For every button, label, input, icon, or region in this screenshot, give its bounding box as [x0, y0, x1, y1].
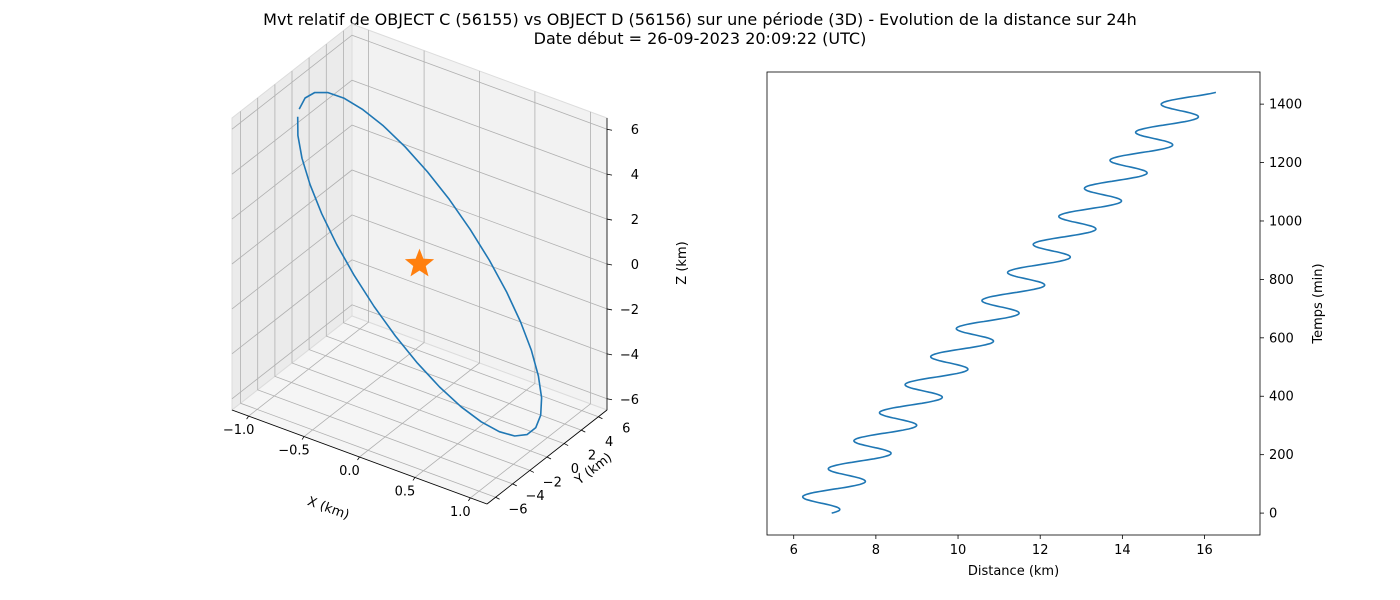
x-tick — [357, 456, 360, 461]
x-tick-label: 16 — [1196, 543, 1213, 558]
y-tick-label: 400 — [1269, 390, 1294, 405]
y-tick-label: 0 — [1269, 507, 1277, 522]
z-tick-label: 0 — [631, 258, 639, 273]
z-tick — [606, 218, 613, 221]
z-tick-label: 4 — [631, 168, 639, 183]
x-tick-label: 8 — [872, 543, 880, 558]
x-tick-label: 14 — [1114, 543, 1131, 558]
gridline-x — [248, 30, 370, 417]
gridline-x — [470, 111, 591, 499]
gridline-z — [231, 79, 608, 175]
gridline-y — [308, 57, 565, 444]
z-tick-label: −6 — [620, 393, 639, 408]
gridline-z — [231, 304, 608, 400]
x-tick — [301, 436, 305, 440]
y-axis-label: Temps (min) — [1311, 263, 1326, 344]
gridline-y — [291, 71, 548, 458]
y-tick — [529, 470, 535, 473]
y-tick-label: 2 — [588, 449, 596, 464]
plot-area — [766, 71, 1261, 536]
z-axis-label: Z (km) — [675, 241, 690, 284]
x-tick-label: 1.0 — [450, 505, 471, 520]
gridline-y — [325, 44, 582, 431]
x-tick — [246, 415, 249, 420]
y-tick-label: 6 — [622, 422, 630, 437]
z-tick — [606, 173, 613, 176]
x-tick-label: 0.5 — [395, 484, 416, 499]
y-tick — [512, 483, 517, 487]
y-tick-label: 0 — [571, 462, 579, 477]
gridline-z — [231, 214, 608, 310]
y-tick — [598, 416, 603, 420]
gridline-y — [342, 30, 599, 418]
x-tick-label: 6 — [790, 543, 798, 558]
z-tick — [606, 308, 613, 311]
y-tick-label: 4 — [605, 435, 613, 450]
chart-distance-vs-time: 6 8 10 12 14 16 0 200 400 600 800 1000 1200 1400 Dista… — [766, 71, 1326, 579]
x-tick-label: 0.0 — [339, 464, 360, 479]
gridline-z — [231, 259, 608, 355]
gridline-z — [231, 169, 608, 265]
y-tick — [546, 456, 552, 460]
z-tick-label: 6 — [631, 123, 639, 138]
figure-title: Mvt relatif de OBJECT C (56155) vs OBJEC… — [263, 10, 1137, 29]
y-tick — [495, 496, 500, 500]
gridline-y — [240, 111, 496, 498]
y-tick — [563, 443, 569, 446]
gridline-x — [359, 71, 480, 458]
y-tick-label: −4 — [526, 489, 545, 504]
x-tick — [412, 477, 416, 481]
gridline-y — [257, 97, 513, 485]
star-marker — [404, 248, 435, 277]
y-tick-label: −6 — [508, 502, 527, 517]
trajectory-line — [296, 91, 543, 437]
x-axis-label: Distance (km) — [968, 564, 1059, 579]
z-tick-label: −2 — [620, 303, 639, 318]
y-tick-label: 1000 — [1269, 214, 1302, 229]
y-tick-label: 200 — [1269, 448, 1294, 463]
gridline-z — [231, 34, 608, 130]
distance-line — [801, 91, 1217, 514]
figure-subtitle: Date début = 26-09-2023 20:09:22 (UTC) — [534, 29, 867, 48]
x-tick-label: 10 — [950, 543, 967, 558]
gridline-y — [274, 84, 531, 471]
y-tick — [581, 429, 586, 433]
x-tick — [468, 497, 471, 502]
z-tick — [606, 263, 613, 266]
z-tick-label: −4 — [620, 348, 639, 363]
x-tick-label: −1.0 — [223, 423, 255, 438]
z-tick — [606, 398, 613, 401]
y-tick-label: −2 — [543, 475, 562, 490]
y-tick-label: 1200 — [1269, 156, 1302, 171]
x-axis-label: X (km) — [305, 494, 351, 523]
x-tick-label: −0.5 — [278, 444, 310, 459]
y-tick-label: 800 — [1269, 273, 1294, 288]
y-tick-label: 600 — [1269, 331, 1294, 346]
gridline-z — [231, 124, 608, 220]
z-tick — [606, 353, 613, 356]
z-tick — [606, 128, 613, 131]
z-tick-label: 2 — [631, 213, 639, 228]
gridline-x — [303, 50, 425, 437]
x-tick-label: 12 — [1032, 543, 1049, 558]
y-tick-label: 1400 — [1269, 98, 1302, 113]
gridline-x — [414, 91, 536, 478]
